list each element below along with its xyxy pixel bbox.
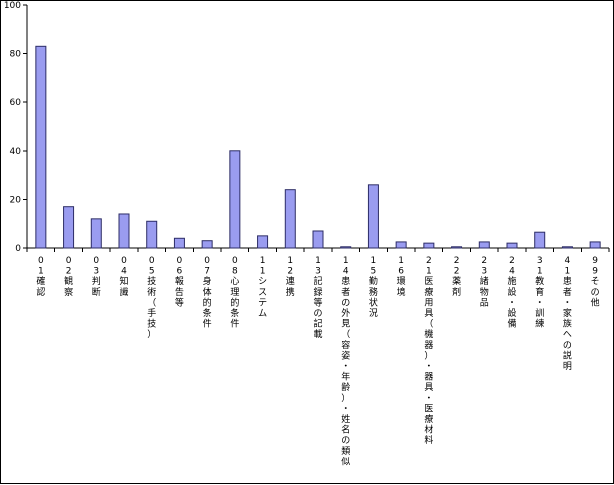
category-label: 1 6 環境 (397, 256, 406, 298)
category-label-column: 2 3 諸物品 (480, 256, 489, 308)
bar (395, 241, 407, 249)
category-label: 0 2 観察 (64, 256, 73, 298)
category-label-column: 1 5 勤務状況 (369, 256, 378, 319)
category-label-column: 1 2 連携 (286, 256, 295, 298)
bar (534, 231, 546, 249)
category-label: 1 3 記録等の記載 (313, 256, 322, 340)
bar (589, 241, 601, 249)
y-tick-label: 20 (10, 195, 22, 205)
category-label: 2 2 薬剤 (452, 256, 461, 298)
category-label-column: 0 4 知識 (119, 256, 128, 298)
bar (118, 213, 130, 249)
y-tick-label: 80 (10, 50, 22, 60)
y-tick-label: 60 (10, 98, 22, 108)
bar (284, 189, 296, 249)
bar (257, 235, 269, 249)
category-label: 2 1 医療用具（機器）・器具・医療材料 (424, 256, 433, 446)
category-label-column: 0 6 報告等 (175, 256, 184, 308)
bar (201, 240, 213, 249)
category-label: 1 2 連携 (286, 256, 295, 298)
category-label-column: 4 1 患者・家族への説明 (563, 256, 572, 372)
category-label-column: 1 1 システム (258, 256, 267, 319)
bar (229, 150, 241, 249)
category-label-column: 0 7 身体的条件 (203, 256, 212, 330)
y-tick-label: 40 (10, 147, 22, 157)
bar (312, 230, 324, 249)
bar (367, 184, 379, 249)
category-label-column: 1 6 環境 (397, 256, 406, 298)
category-label-column: 0 8 心理的条件 (230, 256, 239, 330)
bar (506, 242, 518, 249)
category-label: 0 8 心理的条件 (230, 256, 239, 330)
category-label: 1 1 システム (258, 256, 267, 319)
category-label: 1 4 患者の外見（容姿・年齢）・姓名の類似 (341, 256, 350, 467)
category-label-column: 0 2 観察 (64, 256, 73, 298)
category-label: 1 5 勤務状況 (369, 256, 378, 319)
category-label-column: 9 9 その他 (591, 256, 600, 308)
category-label: 9 9 その他 (591, 256, 600, 308)
category-label: 0 6 報告等 (175, 256, 184, 308)
bar (63, 206, 75, 249)
category-label-column: 2 1 医療用具（機器）・器具・医療材料 (424, 256, 433, 446)
category-label-column: 0 3 判断 (92, 256, 101, 298)
category-label: 0 3 判断 (92, 256, 101, 298)
bar (423, 242, 435, 249)
bar (478, 241, 490, 249)
category-label: 0 7 身体的条件 (203, 256, 212, 330)
category-label: 0 4 知識 (119, 256, 128, 298)
category-label: 2 4 施設・設備 (507, 256, 516, 330)
bar (340, 246, 352, 249)
category-label: 4 1 患者・家族への説明 (563, 256, 572, 372)
category-label-column: 1 4 患者の外見（容姿・年齢）・姓名の類似 (341, 256, 350, 467)
category-label-column: 0 1 確認 (36, 256, 45, 298)
y-tick-label: 0 (15, 244, 21, 254)
bar (451, 246, 463, 249)
category-label: 2 3 諸物品 (480, 256, 489, 308)
category-label-column: 2 2 薬剤 (452, 256, 461, 298)
category-label-column: 3 1 教育・訓練 (535, 256, 544, 330)
category-label-column: 1 3 記録等の記載 (313, 256, 322, 340)
bar (561, 246, 573, 249)
category-label: 3 1 教育・訓練 (535, 256, 544, 330)
category-label-column: 2 4 施設・設備 (507, 256, 516, 330)
bar (173, 237, 185, 249)
y-tick-label: 100 (4, 1, 21, 11)
bar (146, 220, 158, 249)
category-label: 0 1 確認 (36, 256, 45, 298)
category-label: 0 5 技術（手技） (147, 256, 156, 340)
bar (90, 218, 102, 249)
category-label-column: 0 5 技術（手技） (147, 256, 156, 340)
bar (35, 45, 47, 249)
